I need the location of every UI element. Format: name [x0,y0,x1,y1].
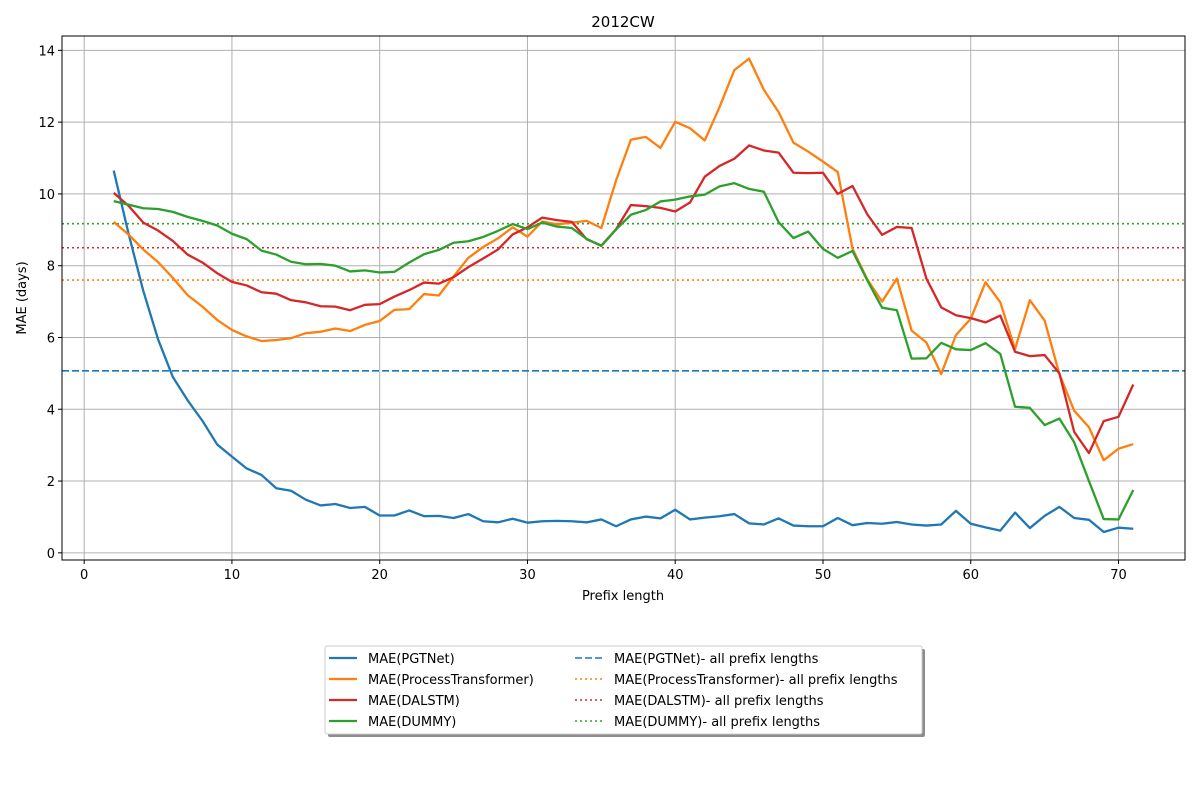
series-lines [112,57,1135,534]
series-line-0 [112,170,1134,534]
plot-frame [61,35,1186,561]
y-tick-label: 0 [47,547,55,562]
y-axis-ticks: 0 2 4 6 8 10 12 14 [38,44,62,562]
y-tick-label: 12 [38,116,55,131]
x-tick-label: 40 [667,568,684,583]
reference-lines [62,222,1185,372]
legend-label: MAE(PGTNet) [368,652,455,667]
grid-lines [62,36,1185,560]
legend-label: MAE(DALSTM) [368,694,460,709]
series-line-2 [112,144,1135,455]
y-tick-label: 4 [47,403,55,418]
x-tick-label: 20 [371,568,388,583]
legend-label: MAE(DALSTM)- all prefix lengths [614,694,824,709]
y-axis-label: MAE (days) [15,261,30,334]
y-tick-label: 14 [38,44,55,59]
legend: MAE(PGTNet) MAE(ProcessTransformer) MAE(DA… [324,645,925,737]
y-tick-label: 2 [47,475,55,490]
x-axis-ticks: 0 10 20 30 40 50 60 70 [80,560,1127,583]
series-line-3 [113,181,1135,521]
x-tick-label: 70 [1110,568,1127,583]
legend-label: MAE(ProcessTransformer) [368,673,534,688]
y-tick-label: 6 [47,331,55,346]
legend-label: MAE(DUMMY) [368,715,456,730]
legend-label: MAE(DUMMY)- all prefix lengths [614,715,820,730]
y-tick-label: 8 [47,260,55,275]
x-tick-label: 60 [962,568,979,583]
legend-label: MAE(PGTNet)- all prefix lengths [614,652,819,667]
x-tick-label: 50 [815,568,832,583]
x-tick-label: 0 [80,568,88,583]
legend-label: MAE(ProcessTransformer)- all prefix leng… [614,673,898,688]
x-tick-label: 10 [224,568,241,583]
x-axis-label: Prefix length [582,589,664,604]
y-tick-label: 10 [38,188,55,203]
legend-box [324,645,923,735]
series-line-1 [112,57,1134,462]
chart-title: 2012CW [591,13,655,31]
x-tick-label: 30 [519,568,536,583]
